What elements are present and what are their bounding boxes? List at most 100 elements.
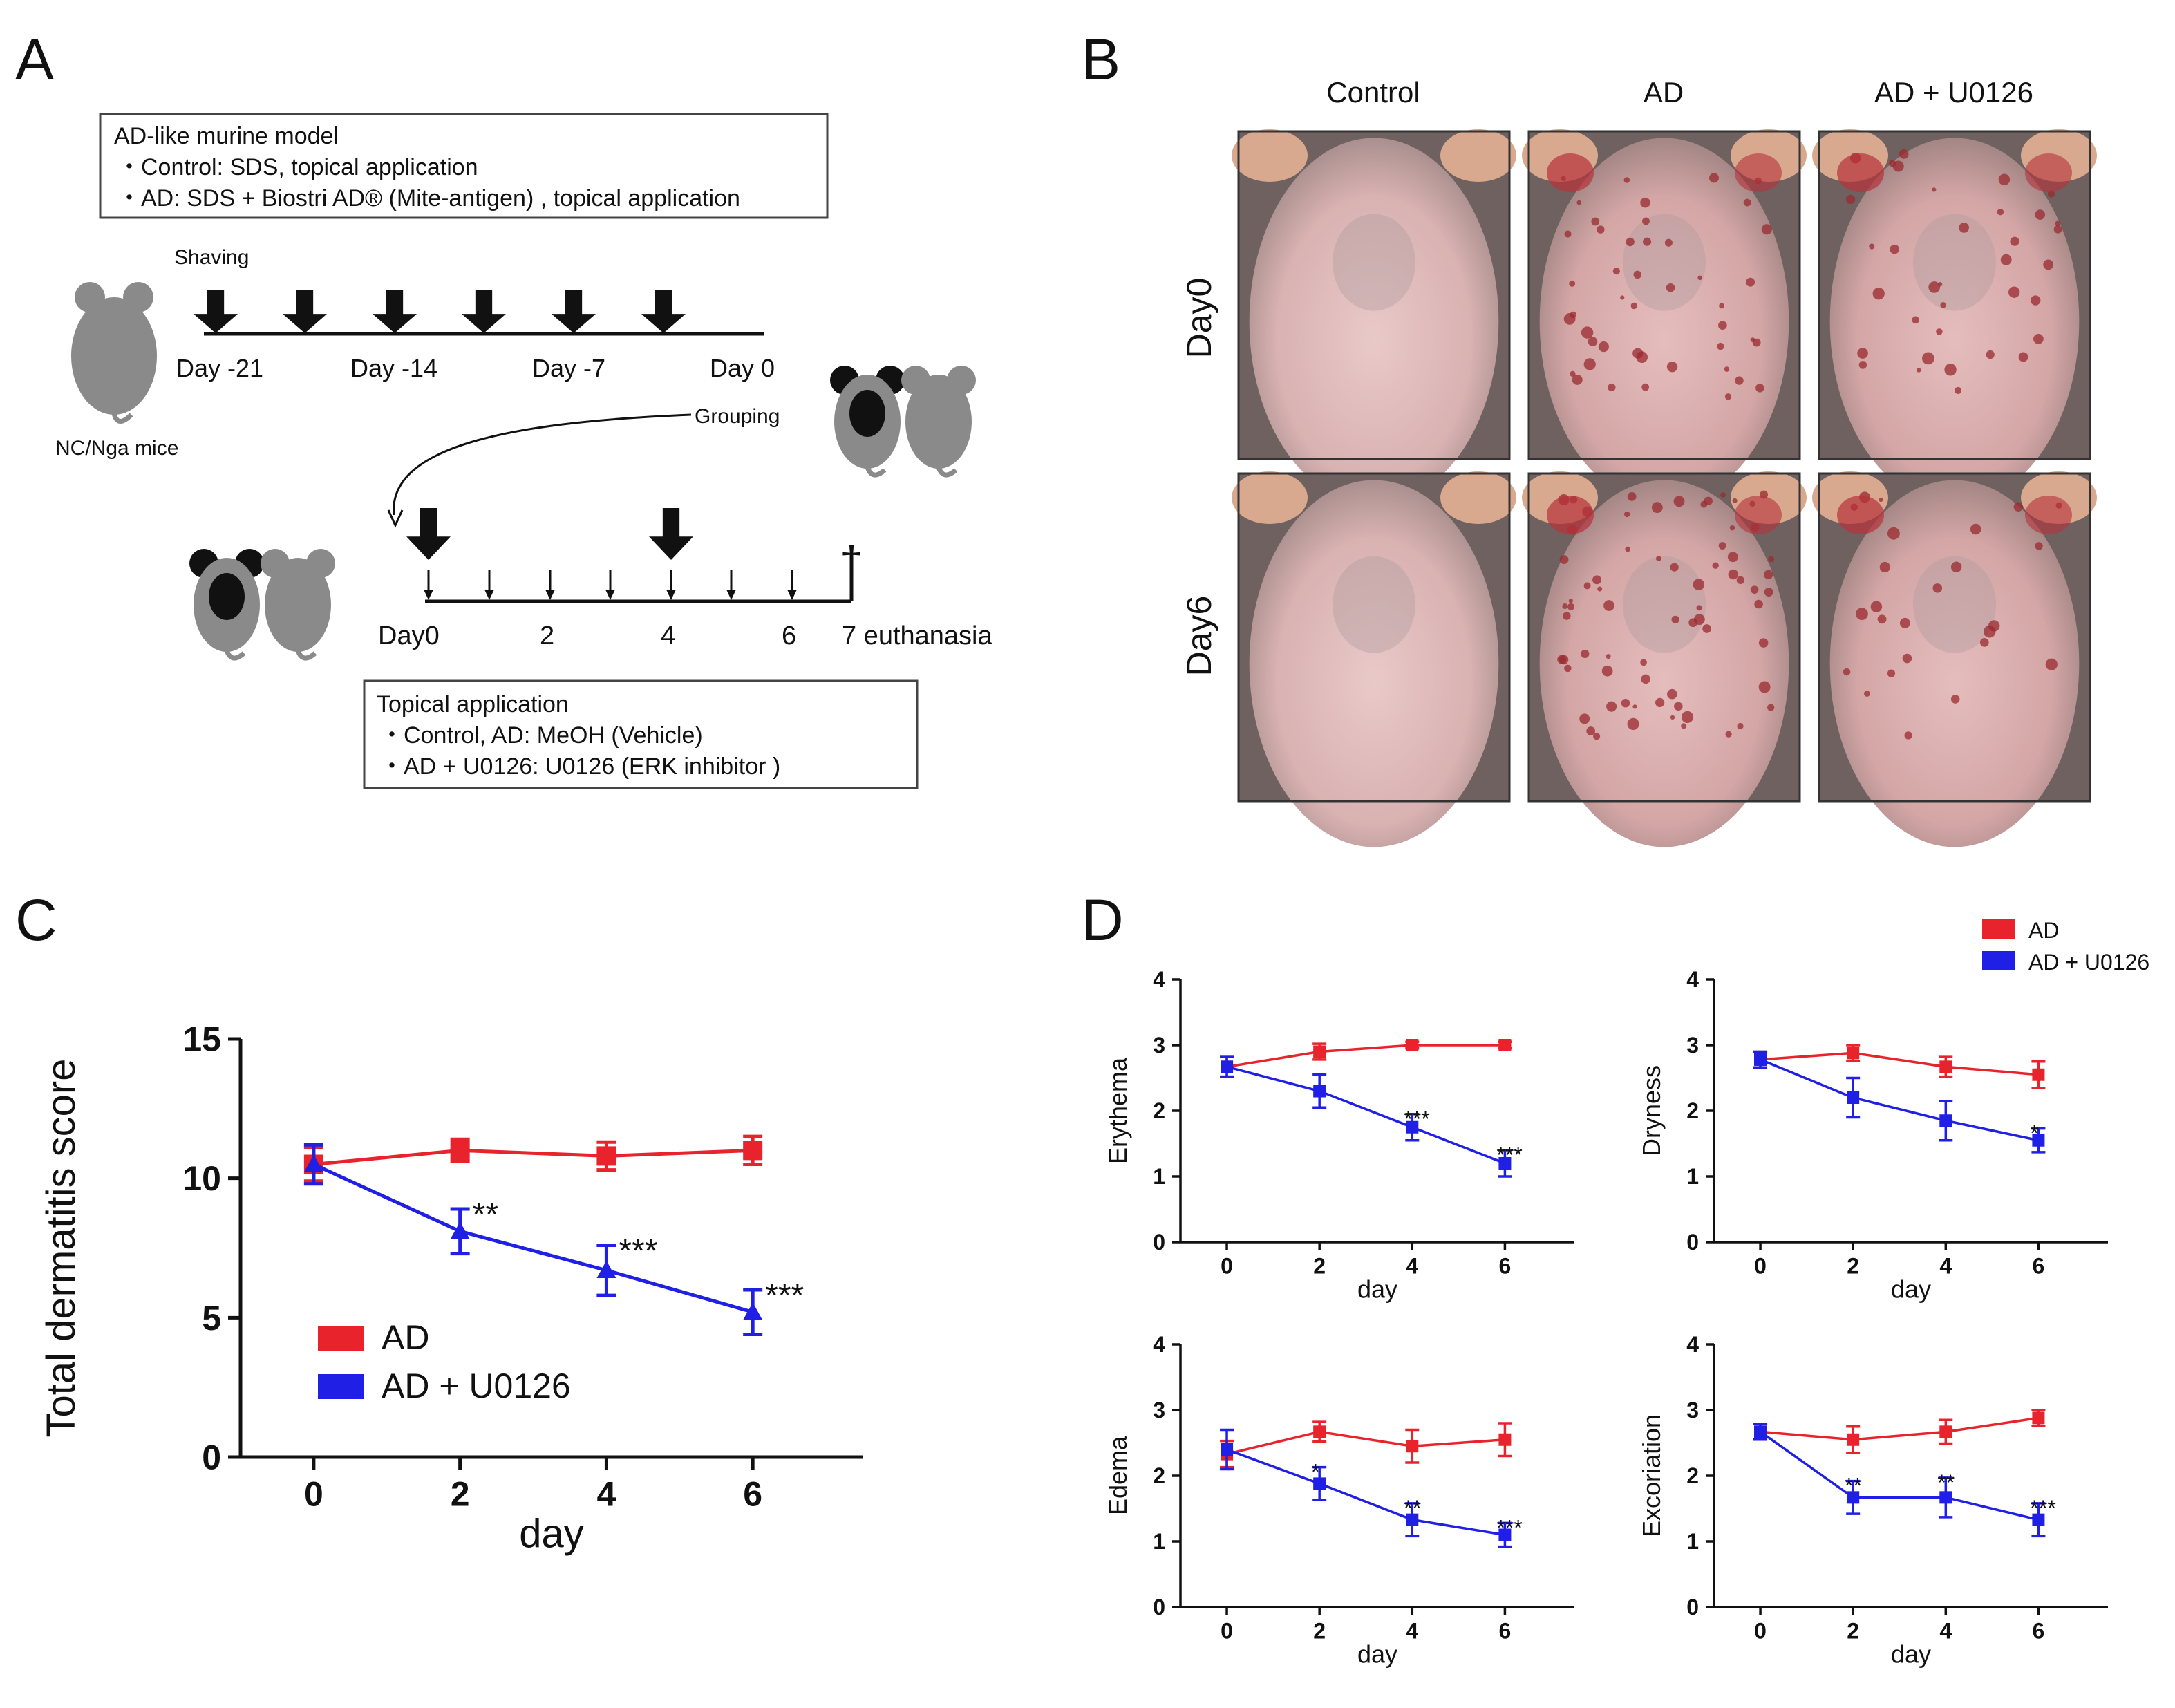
- data-point: [1313, 1425, 1326, 1438]
- data-point: [1406, 1120, 1419, 1134]
- x-tick-label: 4: [1939, 1619, 1952, 1644]
- data-point: [1406, 1440, 1419, 1453]
- legend-label: AD: [382, 1318, 429, 1357]
- panel-label-a: A: [15, 27, 54, 92]
- x-tick-label: 0: [1221, 1254, 1233, 1279]
- y-tick-label: 3: [1686, 1398, 1699, 1423]
- significance-marker: ***: [765, 1277, 804, 1314]
- application-box-line-2: ・AD + U0126: U0126 (ERK inhibitor ): [380, 753, 780, 780]
- timeline-2-arrows: [406, 508, 797, 600]
- y-axis-label: Total dermatitis score: [39, 1059, 84, 1438]
- x-tick-label: 2: [1847, 1254, 1859, 1279]
- application-box-line-1: ・Control, AD: MeOH (Vehicle): [380, 722, 703, 749]
- data-point: [743, 1141, 763, 1161]
- significance-marker: *: [2030, 1121, 2038, 1146]
- grouping-curve: [393, 413, 692, 516]
- data-point: [596, 1146, 616, 1166]
- significance-marker: ***: [1496, 1143, 1522, 1167]
- significance-marker: ***: [2030, 1496, 2055, 1521]
- significance-marker: *: [1311, 1460, 1319, 1485]
- x-tick-label: 2: [451, 1475, 470, 1514]
- shaving-arrow-3: [373, 290, 417, 333]
- photo-row-day0: Day0: [1180, 278, 1218, 359]
- data-point: [1221, 1060, 1234, 1073]
- y-tick-label: 4: [1686, 967, 1699, 992]
- data-point: [1939, 1425, 1952, 1438]
- skin-photo-control-day0: [1232, 129, 1516, 505]
- y-tick-label: 2: [1686, 1463, 1699, 1488]
- y-axis-label: Edema: [1104, 1436, 1132, 1515]
- skin-photo-ad-u0126-day0: [1812, 129, 2097, 505]
- data-point: [1754, 1053, 1767, 1066]
- y-tick-label: 4: [1686, 1332, 1699, 1357]
- series-line-u0126: [1760, 1430, 2039, 1521]
- y-tick-label: 2: [1153, 1098, 1165, 1123]
- legend-swatch-u0126: [1982, 951, 2015, 970]
- y-tick-label: 0: [1686, 1230, 1699, 1255]
- data-point: [1847, 1047, 1860, 1060]
- series-line-ad: [1760, 1416, 2039, 1441]
- application-big-arrow-day4: [649, 508, 693, 560]
- y-tick-label: 2: [1153, 1463, 1165, 1488]
- data-point: [303, 1154, 323, 1172]
- y-tick-label: 0: [1153, 1595, 1165, 1620]
- data-point: [1313, 1477, 1326, 1490]
- significance-marker: **: [1937, 1470, 1955, 1495]
- y-tick-label: 4: [1153, 1332, 1165, 1357]
- data-point: [1406, 1039, 1419, 1051]
- application-big-arrow-day0: [406, 508, 451, 560]
- photo-row-day6: Day6: [1180, 596, 1218, 677]
- significance-marker: **: [473, 1196, 498, 1233]
- y-tick-label: 3: [1686, 1033, 1699, 1058]
- application-box: [363, 679, 919, 789]
- skin-photo-ad-day0: [1522, 129, 1807, 505]
- data-point: [1847, 1491, 1860, 1504]
- series-line-u0126: [312, 1163, 753, 1314]
- timeline-1-label-day-14: Day -14: [350, 354, 437, 382]
- y-tick-label: 0: [1153, 1230, 1165, 1255]
- x-tick-label: 0: [304, 1475, 323, 1514]
- data-point: [596, 1260, 616, 1278]
- photo-grid: [1232, 129, 2097, 847]
- panel-label-d: D: [1082, 888, 1124, 952]
- y-tick-label: 10: [182, 1159, 221, 1198]
- data-point: [1221, 1443, 1234, 1456]
- daily-tick-arrowhead-0: [424, 590, 433, 600]
- timeline-2-label-euthanasia: 7 euthanasia: [842, 621, 992, 650]
- panel-b: Control AD AD + U0126 Day0 Day6: [1180, 76, 2097, 847]
- data-point: [1754, 1425, 1767, 1438]
- daily-tick-arrowhead-3: [605, 590, 615, 600]
- x-tick-label: 4: [1406, 1619, 1418, 1644]
- legend-swatch: [318, 1326, 364, 1351]
- data-point: [1847, 1433, 1860, 1446]
- data-point: [743, 1302, 763, 1320]
- x-axis-label: day: [1891, 1640, 1931, 1669]
- daily-tick-arrowhead-2: [545, 590, 555, 600]
- shaving-arrow-4: [462, 290, 506, 333]
- significance-marker: **: [1404, 1496, 1421, 1521]
- series-line-ad: [1226, 1044, 1505, 1069]
- shaving-arrow-2: [283, 290, 327, 333]
- x-axis-label: day: [1891, 1275, 1931, 1304]
- x-tick-label: 6: [1499, 1254, 1512, 1279]
- x-tick-label: 4: [597, 1475, 616, 1514]
- x-tick-label: 0: [1754, 1254, 1767, 1279]
- mouse-icon-gray-top: [901, 366, 976, 478]
- daily-tick-arrowhead-4: [666, 590, 676, 600]
- timeline-1-label-day0: Day 0: [710, 354, 775, 382]
- y-tick-label: 1: [1153, 1164, 1165, 1189]
- series-line-u0126: [1760, 1058, 2039, 1142]
- data-point: [1939, 1491, 1952, 1504]
- model-box-line-2: ・AD: SDS + Biostri AD® (Mite-antigen) , …: [117, 185, 740, 212]
- chart-d-dryness: 0 1 2 3 4 0 2 4 6 day Dryness *: [1637, 967, 2108, 1304]
- x-tick-label: 6: [2033, 1254, 2045, 1279]
- data-point: [1498, 1433, 1512, 1446]
- x-tick-label: 6: [2033, 1619, 2045, 1644]
- euthanasia-cross-icon: †: [840, 538, 863, 584]
- shaving-arrow-5: [552, 290, 596, 333]
- mouse-icon-gray: [71, 282, 157, 424]
- panel-d-legend: AD AD + U0126: [1982, 918, 2149, 975]
